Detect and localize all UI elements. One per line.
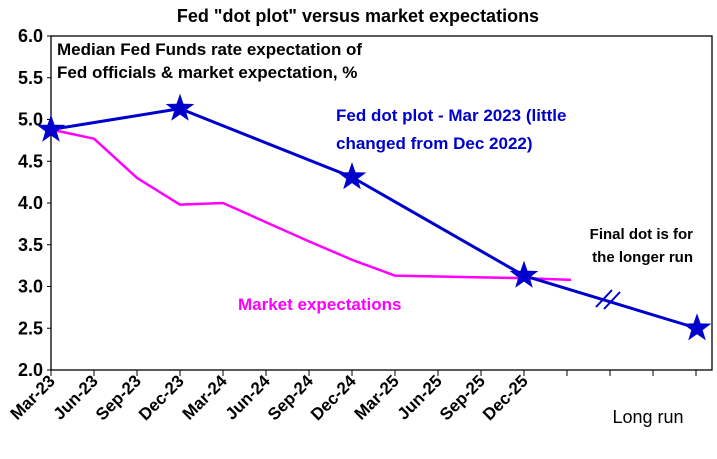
x-tick-label: Jun-23 bbox=[50, 371, 102, 423]
x-tick-label: Mar-24 bbox=[179, 371, 232, 424]
axis-break-mark bbox=[603, 291, 621, 310]
subtitle-line-1: Median Fed Funds rate expectation of bbox=[57, 40, 362, 59]
final-dot-note-line-1: Final dot is for bbox=[590, 226, 693, 243]
axis-break-mark bbox=[595, 289, 613, 308]
x-tick-label: Jun-25 bbox=[394, 371, 446, 423]
market-expectations-line bbox=[50, 128, 572, 282]
market-expectations-label: Market expectations bbox=[238, 295, 401, 314]
chart-title: Fed "dot plot" versus market expectation… bbox=[177, 6, 539, 26]
fed-dot-plot-label-line-1: Fed dot plot - Mar 2023 (little bbox=[336, 106, 566, 125]
final-dot-note-line-2: the longer run bbox=[592, 249, 693, 266]
y-tick-label: 5.5 bbox=[18, 68, 43, 88]
chart-subtitle: Median Fed Funds rate expectation of Fed… bbox=[57, 40, 362, 82]
x-axis: Mar-23Jun-23Sep-23Dec-23Mar-24Jun-24Sep-… bbox=[7, 370, 697, 424]
y-tick-label: 3.0 bbox=[18, 277, 43, 297]
x-tick-label: Mar-25 bbox=[351, 371, 403, 423]
x-tick-label: Sep-23 bbox=[92, 371, 145, 424]
x-tick-label: Jun-24 bbox=[222, 371, 275, 424]
y-tick-label: 6.0 bbox=[18, 26, 43, 46]
y-axis: 6.0 5.5 5.0 4.5 4.0 3.5 3.0 2.5 2.0 bbox=[18, 26, 51, 380]
x-tick-label: Dec-23 bbox=[135, 371, 188, 424]
fed-dot-plot-star-marker bbox=[682, 313, 712, 341]
y-tick-label: 5.0 bbox=[18, 110, 43, 130]
y-tick-label: 4.0 bbox=[18, 193, 43, 213]
fed-dot-plot-star-marker bbox=[337, 162, 367, 190]
y-tick-label: 4.5 bbox=[18, 151, 43, 171]
fed-dot-plot-star-marker bbox=[509, 260, 539, 288]
x-tick-label: Dec-25 bbox=[479, 371, 532, 424]
fed-dot-plot-star-marker bbox=[165, 93, 195, 121]
annotations: Fed dot plot - Mar 2023 (little changed … bbox=[238, 106, 693, 314]
y-tick-label: 2.0 bbox=[18, 360, 43, 380]
fed-dot-plot-label-line-2: changed from Dec 2022) bbox=[336, 134, 533, 153]
fed-dot-plot-star-marker bbox=[36, 114, 66, 142]
series-layer bbox=[36, 93, 712, 341]
x-tick-label-long-run: Long run bbox=[612, 407, 683, 427]
plot-area bbox=[50, 35, 713, 371]
x-tick-label: Sep-25 bbox=[436, 371, 489, 424]
x-tick-label: Sep-24 bbox=[264, 371, 317, 424]
y-tick-label: 3.5 bbox=[18, 235, 43, 255]
subtitle-line-2: Fed officials & market expectation, % bbox=[57, 63, 357, 82]
y-tick-label: 2.5 bbox=[18, 318, 43, 338]
x-tick-label: Dec-24 bbox=[307, 371, 360, 424]
